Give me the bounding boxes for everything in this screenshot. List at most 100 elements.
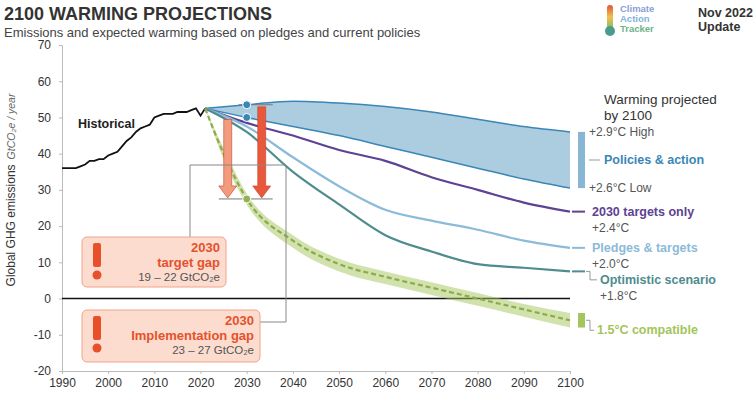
end-tick [572,211,585,213]
warming-label: +1.8°C [600,289,637,303]
x-tick: 2040 [280,371,307,390]
gap-arrow [253,107,271,198]
date-text: Update [698,20,740,34]
end-bar [578,313,585,327]
gap-point [243,113,251,121]
y-tick: 0 [44,292,62,306]
y-tick: -10 [34,328,62,342]
plot-area [62,101,570,328]
y-axis-title: Global GHG emissions GtCO₂e / year [4,93,18,286]
gap-point [243,101,251,109]
gap-connector [190,165,286,322]
y-tick-label: -20 [34,364,52,378]
x-tick-mark [524,371,525,374]
x-tick-mark [431,371,432,374]
x-tick-label: 2000 [95,376,122,390]
gap-icon-dot [93,344,102,353]
subtitle: Emissions and expected warming based on … [4,25,421,40]
x-tick-mark [247,371,248,374]
gap-box-bg [82,310,260,362]
logo-thermometer [607,5,613,29]
y-tick-label: -10 [34,328,52,342]
series-label: 1.5°C compatible [597,323,698,337]
gap-text: 19 – 22 GtCO₂e [138,271,220,283]
x-tick-label: 2050 [326,376,353,390]
x-tick: 2100 [557,371,584,390]
x-tick-label: 2070 [419,376,446,390]
series-line [62,108,205,168]
y-tick-label: 30 [38,183,52,197]
x-tick: 2030 [234,371,261,390]
x-tick-mark [478,371,479,374]
x-tick-label: 1990 [49,376,76,390]
y-tick: 10 [38,256,62,270]
y-tick-mark [59,190,62,191]
warming-title: Warming projected [604,92,717,107]
gap-text: 23 – 27 GtCO₂e [172,344,254,356]
y-axis: -20-10010203040506070 [34,38,63,378]
gap-box: 2030Implementation gap23 – 27 GtCO₂e [82,310,260,362]
warming-title: by 2100 [604,108,652,123]
y-tick-mark [59,371,62,372]
gap-text: Implementation gap [131,328,254,343]
x-tick-label: 2010 [142,376,169,390]
x-tick-mark [570,371,571,374]
x-tick: 2060 [372,371,399,390]
x-tick: 1990 [49,371,76,390]
series-label: Historical [78,117,135,131]
x-tick-label: 2040 [280,376,307,390]
gap-text: 2030 [191,240,220,255]
x-tick-mark [154,371,155,374]
warming-label: +2.9°C High [589,125,654,139]
date-text: Nov 2022 [698,6,753,20]
y-tick-label: 10 [38,256,52,270]
x-tick-mark [108,371,109,374]
y-tick-mark [59,226,62,227]
y-tick-label: 70 [38,38,52,52]
x-tick: 2070 [419,371,446,390]
gap-icon [93,243,101,267]
end-bar [578,132,585,188]
y-tick-label: 60 [38,75,52,89]
x-tick: 2080 [465,371,492,390]
y-axis-title-main: Global GHG emissions [4,164,18,286]
series-label: Pledges & targets [592,241,698,255]
y-axis-line [59,46,63,372]
y-tick-label: 50 [38,111,52,125]
series-label: 2030 targets only [592,205,694,219]
logo-bulb [605,26,615,36]
y-axis-title-unit: GtCO₂e / year [5,93,17,159]
x-tick-label: 2090 [511,376,538,390]
x-tick-mark [385,371,386,374]
y-tick: 30 [38,183,62,197]
y-tick-mark [59,81,62,82]
y-tick-mark [59,262,62,263]
y-tick-mark [59,117,62,118]
y-tick: 70 [38,38,62,52]
gap-box-bg [82,237,226,287]
end-bracket [586,320,594,330]
y-tick-label: 0 [44,292,51,306]
end-bracket [586,271,597,279]
chart-svg: 2100 WARMING PROJECTIONSEmissions and ex… [0,0,754,396]
gap-text: 2030 [225,313,254,328]
chart-root: 2100 WARMING PROJECTIONSEmissions and ex… [0,0,754,396]
gap-text: target gap [157,255,220,270]
x-tick-mark [339,371,340,374]
y-tick: 40 [38,147,62,161]
end-tick [572,247,585,249]
y-tick: 50 [38,111,62,125]
gap-point [243,195,251,203]
y-tick-mark [59,335,62,336]
warming-label: +2.0°C [592,257,629,271]
x-tick: 2010 [142,371,169,390]
series-label: Policies & action [604,153,704,167]
x-tick-label: 2020 [188,376,215,390]
logo: ClimateActionTracker [605,3,654,36]
y-tick-mark [59,299,62,300]
x-tick-label: 2080 [465,376,492,390]
gap-icon [93,316,101,340]
logo-text: Tracker [620,23,654,34]
x-axis-line [63,372,571,375]
x-tick: 2050 [326,371,353,390]
